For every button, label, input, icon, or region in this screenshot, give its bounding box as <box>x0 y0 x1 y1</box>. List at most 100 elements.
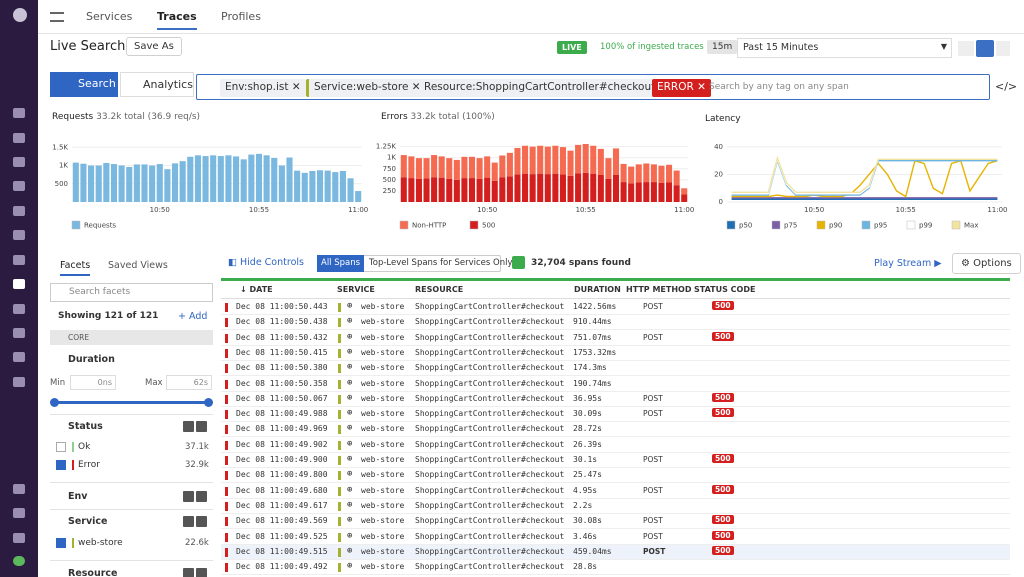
nav-icon[interactable] <box>13 377 25 387</box>
table-row[interactable]: Dec 08 11:00:49.515 ⊕ web-store ShoppingCar… <box>221 544 1010 560</box>
nav-icon[interactable] <box>13 255 25 265</box>
pause-button[interactable] <box>976 40 994 57</box>
facet-tab[interactable]: Facets <box>60 260 91 276</box>
nav-icon[interactable] <box>13 508 25 518</box>
table-row[interactable]: Dec 08 11:00:50.358 ⊕ web-store ShoppingCar… <box>221 377 1010 392</box>
column-header[interactable]: HTTP METHOD <box>626 285 692 294</box>
bar <box>681 188 688 195</box>
nav-icon[interactable] <box>13 133 25 143</box>
page-title: Live Search <box>50 39 126 54</box>
facet-item[interactable]: Ok <box>78 442 91 452</box>
play-stream[interactable]: Play Stream ▶ <box>874 258 942 269</box>
table-row[interactable]: Dec 08 11:00:49.800 ⊕ web-store ShoppingCar… <box>221 468 1010 484</box>
clear-button[interactable] <box>196 516 207 527</box>
analytics-tab[interactable]: Analytics <box>120 72 194 97</box>
nav-icon[interactable] <box>13 181 25 191</box>
slider-handle[interactable] <box>50 398 59 407</box>
save-button[interactable]: Save As <box>126 37 182 56</box>
facet-title[interactable]: Env <box>68 491 88 502</box>
table-row[interactable]: Dec 08 11:00:50.380 ⊕ web-store ShoppingCar… <box>221 361 1010 377</box>
checkbox[interactable] <box>56 442 66 452</box>
nav-tab-active[interactable]: Traces <box>157 10 197 30</box>
clear-button[interactable] <box>196 491 207 502</box>
bar <box>453 159 460 180</box>
slider-handle[interactable] <box>204 398 213 407</box>
column-header[interactable]: DURATION <box>574 285 621 294</box>
table-row[interactable]: Dec 08 11:00:50.432 ⊕ web-store ShoppingCar… <box>221 331 1010 346</box>
filter-chip[interactable]: Env:shop.ist ✕ <box>220 79 306 97</box>
nav-icon[interactable] <box>13 304 25 314</box>
bar <box>294 170 301 202</box>
facet-title[interactable]: Status <box>68 421 103 432</box>
nav-tab[interactable]: Services <box>86 10 133 23</box>
table-row[interactable]: Dec 08 11:00:49.902 ⊕ web-store ShoppingCar… <box>221 438 1010 453</box>
filter-button[interactable] <box>183 491 194 502</box>
table-row[interactable]: Dec 08 11:00:49.900 ⊕ web-store ShoppingCar… <box>221 453 1010 468</box>
search-box[interactable] <box>196 74 990 100</box>
table-row[interactable]: Dec 08 11:00:49.492 ⊕ web-store ShoppingCar… <box>221 560 1010 576</box>
nav-icon[interactable] <box>13 352 25 362</box>
column-header[interactable]: ↓ DATE <box>240 285 273 294</box>
nav-icon[interactable] <box>13 108 25 118</box>
code-icon[interactable]: </> <box>995 80 1018 93</box>
menu-icon[interactable] <box>50 12 64 22</box>
table-row[interactable]: Dec 08 11:00:49.617 ⊕ web-store ShoppingCar… <box>221 499 1010 514</box>
facet-item[interactable]: Error <box>78 460 100 470</box>
bar <box>484 177 491 202</box>
bar <box>476 158 483 179</box>
filter-chip[interactable]: Service:web-store ✕ <box>306 79 426 97</box>
filter-button[interactable] <box>183 516 194 527</box>
table-row[interactable]: Dec 08 11:00:50.415 ⊕ web-store ShoppingCar… <box>221 346 1010 361</box>
column-header[interactable]: STATUS CODE <box>694 285 756 294</box>
nav-icon[interactable] <box>13 279 25 289</box>
facet-title[interactable]: Duration <box>68 354 115 365</box>
filter-button[interactable] <box>183 568 194 577</box>
range-badge[interactable]: 15m <box>707 40 738 54</box>
range-slider[interactable] <box>54 401 209 404</box>
search-tab[interactable]: Search <box>50 72 118 97</box>
add-button[interactable]: + Add <box>178 311 208 322</box>
nav-icon[interactable] <box>13 230 25 240</box>
filter-chip[interactable]: Resource:ShoppingCartController#checkout… <box>419 79 673 97</box>
table-row[interactable]: Dec 08 11:00:49.525 ⊕ web-store ShoppingCar… <box>221 530 1010 545</box>
nav-tab[interactable]: Profiles <box>221 10 261 23</box>
hide-controls[interactable]: ◧ Hide Controls <box>228 257 304 268</box>
range-select[interactable]: Past 15 Minutes ▼ <box>737 38 952 58</box>
nav-icon[interactable] <box>13 157 25 167</box>
checkbox-checked[interactable] <box>56 538 66 548</box>
forward-button[interactable] <box>996 41 1010 56</box>
table-row[interactable]: Dec 08 11:00:50.067 ⊕ web-store ShoppingCar… <box>221 392 1010 407</box>
avatar[interactable] <box>13 556 25 566</box>
error-chip[interactable]: ERROR ✕ <box>652 79 711 97</box>
facet-title[interactable]: Service <box>68 516 108 527</box>
table-row[interactable]: Dec 08 11:00:49.680 ⊕ web-store ShoppingCar… <box>221 484 1010 499</box>
facet-tab[interactable]: Saved Views <box>108 260 168 271</box>
table-row[interactable]: Dec 08 11:00:50.438 ⊕ web-store ShoppingCar… <box>221 315 1010 331</box>
nav-icon[interactable] <box>13 484 25 494</box>
clear-button[interactable] <box>196 568 207 577</box>
table-row[interactable]: Dec 08 11:00:49.988 ⊕ web-store ShoppingCar… <box>221 407 1010 423</box>
chart-subtitle: 33.2k total (36.9 req/s) <box>96 112 201 122</box>
filter-button[interactable] <box>183 421 194 432</box>
facet-item[interactable]: web-store <box>78 538 123 548</box>
table-row[interactable]: Dec 08 11:00:50.443 ⊕ web-store ShoppingCar… <box>221 300 1010 315</box>
divider <box>38 33 1024 34</box>
nav-icon[interactable] <box>13 328 25 338</box>
all-spans[interactable]: All Spans <box>317 255 365 272</box>
facet-search[interactable]: Search facets <box>50 283 213 302</box>
min-input[interactable]: 0ns <box>70 375 116 390</box>
max-input[interactable]: 62s <box>166 375 212 390</box>
nav-icon[interactable] <box>13 206 25 216</box>
options-button[interactable]: ⚙ Options <box>952 253 1021 274</box>
facet-title[interactable]: Resource <box>68 568 118 577</box>
top-level-spans[interactable]: Top-Level Spans for Services Only <box>369 258 513 268</box>
clear-button[interactable] <box>196 421 207 432</box>
table-row[interactable]: Dec 08 11:00:49.969 ⊕ web-store ShoppingCar… <box>221 422 1010 438</box>
table-row[interactable]: Dec 08 11:00:49.569 ⊕ web-store ShoppingCar… <box>221 514 1010 530</box>
date-cell: Dec 08 11:00:50.438 <box>236 317 328 327</box>
column-header[interactable]: SERVICE <box>337 285 375 294</box>
rewind-button[interactable] <box>958 41 974 56</box>
column-header[interactable]: RESOURCE <box>415 285 464 294</box>
nav-icon[interactable] <box>13 533 25 543</box>
checkbox-checked[interactable] <box>56 460 66 470</box>
